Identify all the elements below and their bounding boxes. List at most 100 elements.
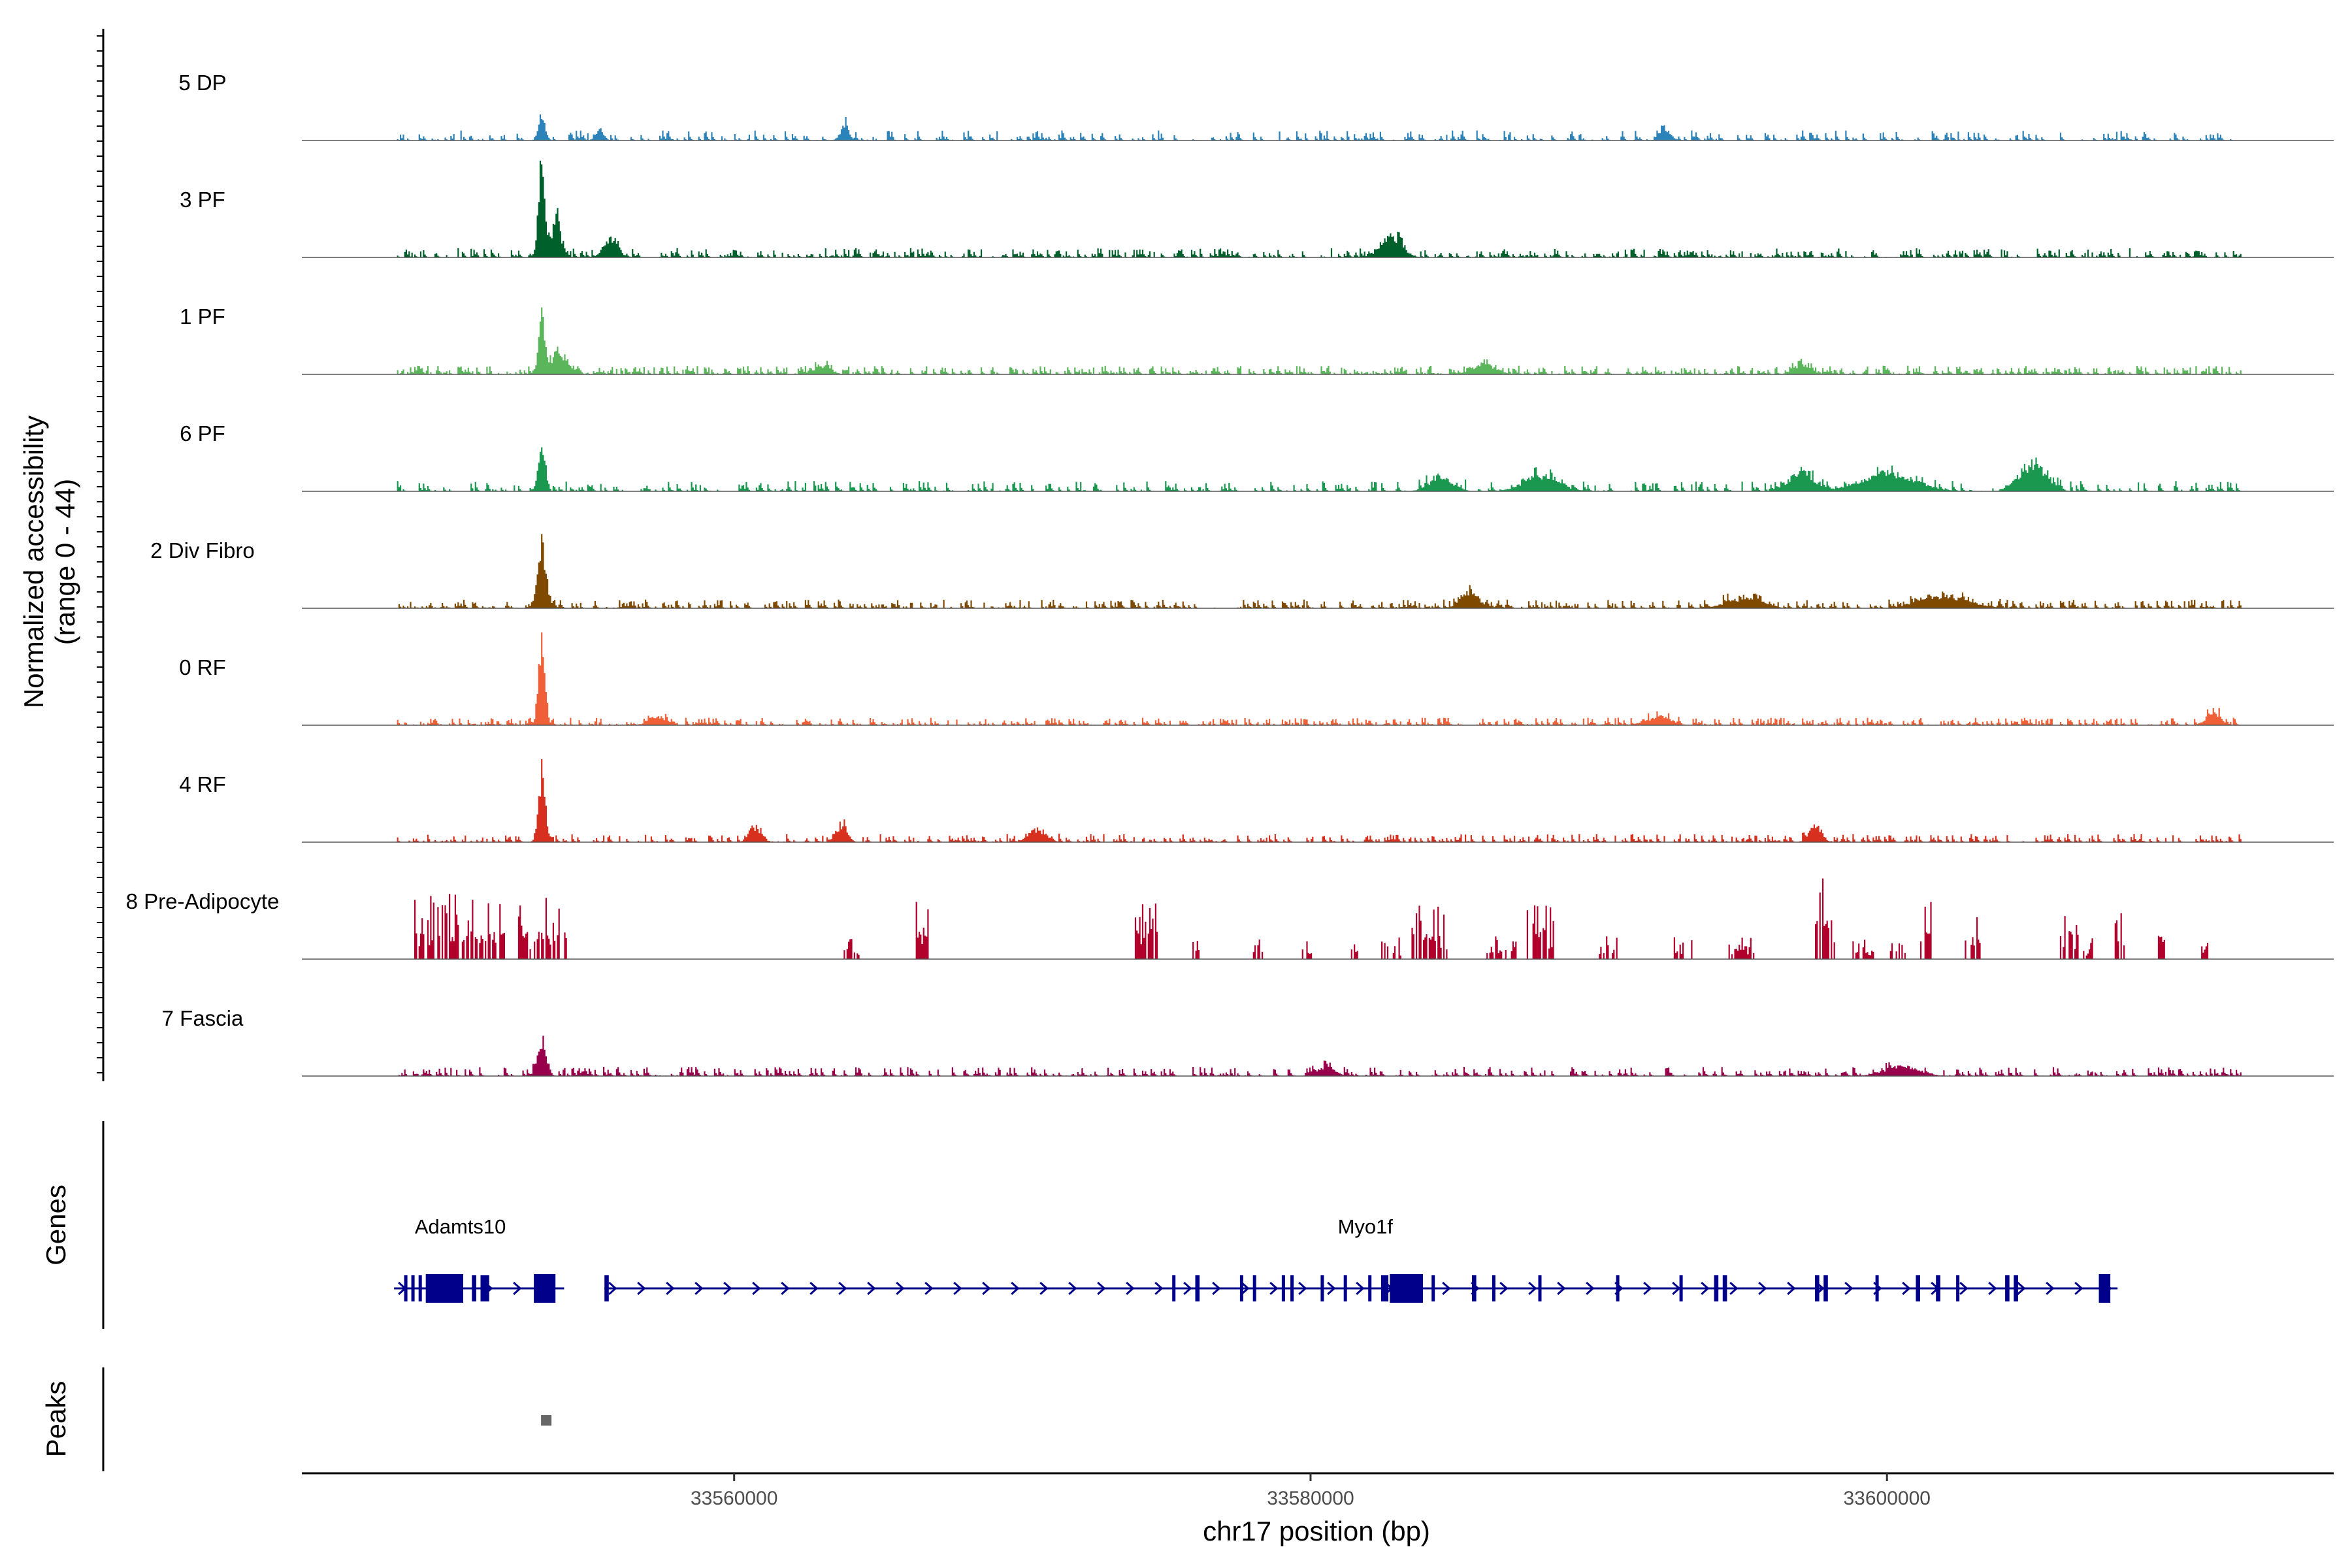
track-label: 3 PF (180, 188, 225, 212)
track-label: 1 PF (180, 304, 225, 329)
gene-exon (472, 1275, 476, 1301)
genes-panel: Genes Adamts10 Myo1f (41, 1121, 2118, 1329)
track-label: 5 DP (178, 71, 226, 95)
gene-exon (1722, 1275, 1727, 1301)
y-axis-title-line1: Normalized accessibility (18, 416, 49, 708)
gene-exon (1714, 1275, 1719, 1301)
gene-exon (1472, 1275, 1477, 1301)
strand-arrow (1758, 1281, 1767, 1296)
strand-arrow (1241, 1281, 1250, 1296)
track-label: 2 Div Fibro (150, 538, 255, 563)
strand-arrow (1212, 1281, 1221, 1296)
strand-arrow (752, 1281, 761, 1296)
track-label: 7 Fascia (162, 1006, 244, 1030)
x-tick-label: 33560000 (691, 1488, 777, 1509)
strand-arrow (896, 1281, 905, 1296)
gene-exon (1281, 1275, 1285, 1301)
gene-exon (1390, 1274, 1423, 1303)
x-tick-label: 33600000 (1843, 1488, 1930, 1509)
gene-exon (1492, 1275, 1495, 1301)
track-2-div-fibro: 2 Div Fibro (150, 534, 2334, 609)
strand-arrow (924, 1281, 934, 1296)
track-3-pf: 3 PF (180, 160, 2334, 258)
strand-arrow (1126, 1281, 1135, 1296)
strand-arrow (1183, 1281, 1192, 1296)
gene-exon (1320, 1275, 1324, 1301)
gene-myo1f: Myo1f (604, 1215, 2118, 1303)
coverage-tracks: 5 DP 3 PF 1 PF 6 PF 2 Div Fibro 0 RF 4 RF 8 Pre… (126, 71, 2334, 1077)
gene-adamts10: Adamts10 (394, 1215, 564, 1303)
track-8-pre-adipocyte: 8 Pre-Adipocyte (126, 878, 2334, 960)
gene-exon (2014, 1275, 2018, 1301)
gene-exon (1290, 1275, 1294, 1301)
gene-exon (1679, 1275, 1683, 1301)
peak-region (541, 1415, 552, 1426)
gene-exon (1916, 1275, 1920, 1301)
strand-arrow (1643, 1281, 1652, 1296)
track-0-rf: 0 RF (179, 632, 2334, 726)
strand-arrow (809, 1281, 819, 1296)
strand-arrow (637, 1281, 646, 1296)
gene-exon (1815, 1275, 1820, 1301)
strand-arrow (1039, 1281, 1049, 1296)
gene-exon (1172, 1275, 1176, 1301)
strand-arrow (2017, 1281, 2026, 1296)
strand-arrow (1154, 1281, 1164, 1296)
gene-exon (604, 1275, 609, 1301)
strand-arrow (723, 1281, 732, 1296)
coverage-area (397, 114, 2242, 140)
strand-arrow (608, 1281, 617, 1296)
gene-exon (1823, 1275, 1828, 1301)
gene-exon (534, 1274, 556, 1303)
strand-arrow (1327, 1281, 1336, 1296)
track-label: 6 PF (180, 421, 225, 446)
track-5-dp: 5 DP (178, 71, 2334, 141)
strand-arrow (1988, 1281, 1997, 1296)
strand-arrow (1672, 1281, 1681, 1296)
x-axis: 33560000 33580000 33600000 chr17 position … (302, 1472, 2334, 1546)
gene-exon (1343, 1275, 1347, 1301)
gene-exon (411, 1275, 415, 1301)
gene-label: Myo1f (1338, 1215, 1394, 1238)
gene-exon (1239, 1275, 1243, 1301)
track-label: 0 RF (179, 655, 226, 679)
track-7-fascia: 7 Fascia (162, 1006, 2334, 1077)
strand-arrow (513, 1281, 522, 1296)
gene-exon (1875, 1275, 1879, 1301)
strand-arrow (953, 1281, 962, 1296)
gene-exon (1368, 1275, 1372, 1301)
gene-exon (1936, 1275, 1940, 1301)
strand-arrow (838, 1281, 847, 1296)
track-label: 4 RF (179, 772, 226, 796)
strand-arrow (1844, 1281, 1854, 1296)
coverage-area (397, 447, 2242, 491)
strand-arrow (1586, 1281, 1595, 1296)
gene-exon (1538, 1275, 1542, 1301)
x-tick-label: 33580000 (1267, 1488, 1354, 1509)
strand-arrow (1701, 1281, 1710, 1296)
strand-arrow (1729, 1281, 1739, 1296)
peaks-axis-label: Peaks (41, 1381, 71, 1458)
gene-exon (1616, 1275, 1620, 1301)
strand-arrow (666, 1281, 675, 1296)
coverage-area (397, 1036, 2242, 1076)
track-4-rf: 4 RF (179, 759, 2334, 843)
track-6-pf: 6 PF (180, 421, 2334, 492)
strand-arrow (1442, 1281, 1451, 1296)
gene-exon (418, 1275, 422, 1301)
strand-arrow (1787, 1281, 1796, 1296)
y-axis-title-line2: (range 0 - 44) (50, 479, 80, 645)
strand-arrow (1011, 1281, 1020, 1296)
strand-arrow (1557, 1281, 1566, 1296)
strand-arrow (2046, 1281, 2055, 1296)
gene-exon (2005, 1275, 2010, 1301)
strand-arrow (1499, 1281, 1509, 1296)
gene-exon (1195, 1275, 1200, 1301)
track-label: 8 Pre-Adipocyte (126, 889, 280, 913)
gene-exon (1252, 1275, 1256, 1301)
gene-exon (404, 1275, 408, 1301)
strand-arrow (1528, 1281, 1537, 1296)
strand-arrow (1097, 1281, 1106, 1296)
strand-arrow (982, 1281, 991, 1296)
